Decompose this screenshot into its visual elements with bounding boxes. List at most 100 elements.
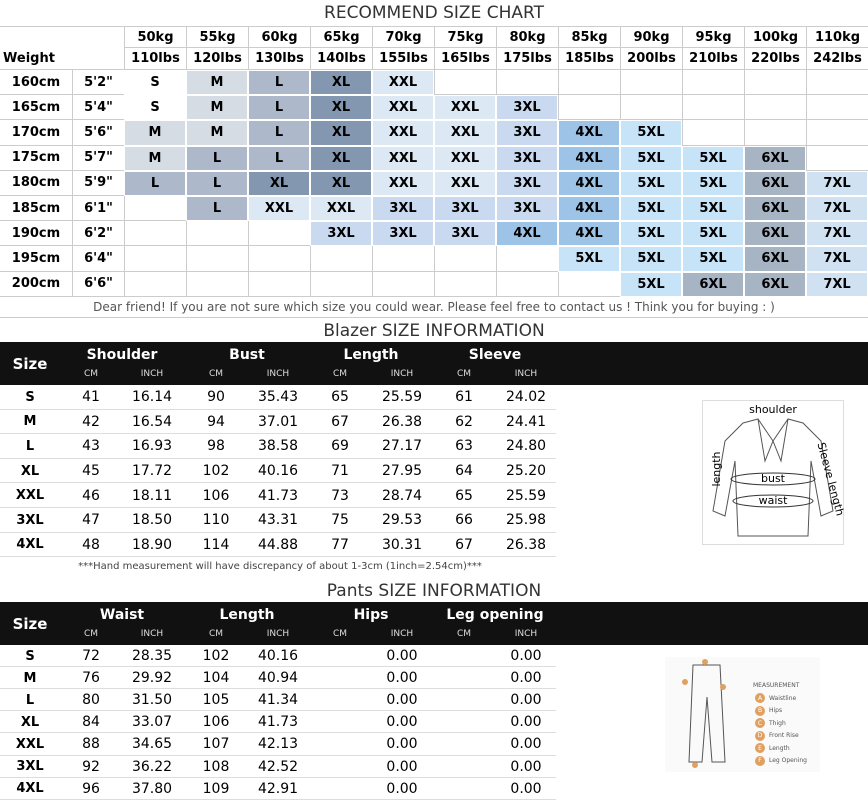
value-cell: 65 xyxy=(455,487,473,504)
value-cell: 66 xyxy=(455,512,473,529)
unit-inch: INCH xyxy=(390,629,414,639)
size-cell xyxy=(558,95,620,121)
value-cell: 67 xyxy=(455,536,473,553)
height-ft: 5'7" xyxy=(73,146,124,171)
value-cell: 45 xyxy=(82,463,100,480)
label-waist: waist xyxy=(758,493,788,507)
kg-header: 95kg xyxy=(682,27,744,48)
size-cell: M xyxy=(124,120,186,146)
lbs-header: 140lbs xyxy=(310,48,372,70)
size-cell: XXL xyxy=(15,488,45,504)
item-label: Front Rise xyxy=(769,732,799,739)
note: Dear friend! If you are not sure which s… xyxy=(0,296,868,318)
size-cell xyxy=(496,70,558,96)
unit-cm: CM xyxy=(208,629,224,639)
size-cell: 4XL xyxy=(558,221,620,247)
size-cell xyxy=(496,271,558,297)
size-cell: 5XL xyxy=(620,170,682,196)
label-length: length xyxy=(709,451,723,487)
value-cell: 41.34 xyxy=(257,692,299,709)
unit-cm: CM xyxy=(332,629,348,639)
size-cell: XXL xyxy=(434,120,496,146)
size-cell xyxy=(806,70,868,96)
size-cell: XXL xyxy=(434,145,496,171)
size-cell xyxy=(310,271,372,297)
size-cell xyxy=(806,95,868,121)
row-line xyxy=(0,710,556,712)
value-cell: 28.35 xyxy=(131,648,173,665)
row-line xyxy=(0,688,556,690)
unit-inch: INCH xyxy=(390,369,414,379)
lbs-header: 175lbs xyxy=(496,48,558,70)
size-cell: 5XL xyxy=(620,221,682,247)
size-cell xyxy=(682,120,744,146)
value-cell: 17.72 xyxy=(131,463,173,480)
size-cell xyxy=(682,95,744,121)
lbs-header: 210lbs xyxy=(682,48,744,70)
lbs-header: 185lbs xyxy=(558,48,620,70)
value-cell: 0.00 xyxy=(510,670,542,687)
size-cell: L xyxy=(248,95,310,121)
value-cell: 28.74 xyxy=(381,487,423,504)
item-letter: E xyxy=(755,743,765,753)
size-cell: XXL xyxy=(372,95,434,121)
group-header: Length xyxy=(219,607,275,623)
value-cell: 44.88 xyxy=(257,536,299,553)
kg-header: 85kg xyxy=(558,27,620,48)
height-ft: 5'9" xyxy=(73,171,124,196)
unit-cm: CM xyxy=(332,369,348,379)
size-cell: XL xyxy=(310,170,372,196)
size-cell: 5XL xyxy=(682,221,744,247)
size-cell xyxy=(124,271,186,297)
size-cell xyxy=(124,221,186,247)
note: ***Hand measurement will have discrepanc… xyxy=(78,560,482,572)
size-header: Size xyxy=(12,354,48,373)
size-cell xyxy=(186,246,248,272)
value-cell: 40.16 xyxy=(257,463,299,480)
value-cell: 73 xyxy=(331,487,349,504)
value-cell: 102 xyxy=(202,648,230,665)
size-cell xyxy=(744,70,806,96)
size-cell: 4XL xyxy=(558,145,620,171)
size-cell: M xyxy=(23,414,37,430)
size-cell xyxy=(434,70,496,96)
value-cell: 0.00 xyxy=(510,648,542,665)
height-cm: 170cm xyxy=(0,120,73,146)
size-cell xyxy=(558,271,620,297)
value-cell: 63 xyxy=(455,438,473,455)
value-cell: 0.00 xyxy=(386,670,418,687)
item-letter: B xyxy=(755,705,765,716)
title: Pants SIZE INFORMATION xyxy=(326,581,542,601)
size-cell xyxy=(620,95,682,121)
height-ft: 5'4" xyxy=(73,95,124,121)
size-cell: 3XL xyxy=(496,95,558,121)
height-cm: 200cm xyxy=(0,271,73,297)
value-cell: 41.73 xyxy=(257,714,299,731)
title: RECOMMEND SIZE CHART xyxy=(0,0,868,27)
height-cm: 175cm xyxy=(0,145,73,171)
lbs-header: 110lbs xyxy=(124,48,186,70)
value-cell: 0.00 xyxy=(386,736,418,753)
kg-header: 100kg xyxy=(744,27,806,48)
group-header: Shoulder xyxy=(86,347,158,363)
value-cell: 61 xyxy=(455,389,473,406)
size-cell: M xyxy=(23,670,37,686)
size-cell xyxy=(434,246,496,272)
group-header: Waist xyxy=(99,607,145,623)
kg-header: 90kg xyxy=(620,27,682,48)
item-label: Leg Opening xyxy=(769,757,807,764)
value-cell: 47 xyxy=(82,512,100,529)
size-cell: 5XL xyxy=(620,246,682,272)
size-cell: 3XL xyxy=(372,221,434,247)
size-cell: 3XL xyxy=(496,120,558,146)
title: Blazer SIZE INFORMATION xyxy=(323,321,545,341)
height-cm: 195cm xyxy=(0,246,73,272)
value-cell: 0.00 xyxy=(510,736,542,753)
row-line xyxy=(0,531,556,533)
lbs-header: 220lbs xyxy=(744,48,806,70)
height-ft: 6'1" xyxy=(73,196,124,222)
value-cell: 33.07 xyxy=(131,714,173,731)
kg-header: 65kg xyxy=(310,27,372,48)
lbs-header: 120lbs xyxy=(186,48,248,70)
